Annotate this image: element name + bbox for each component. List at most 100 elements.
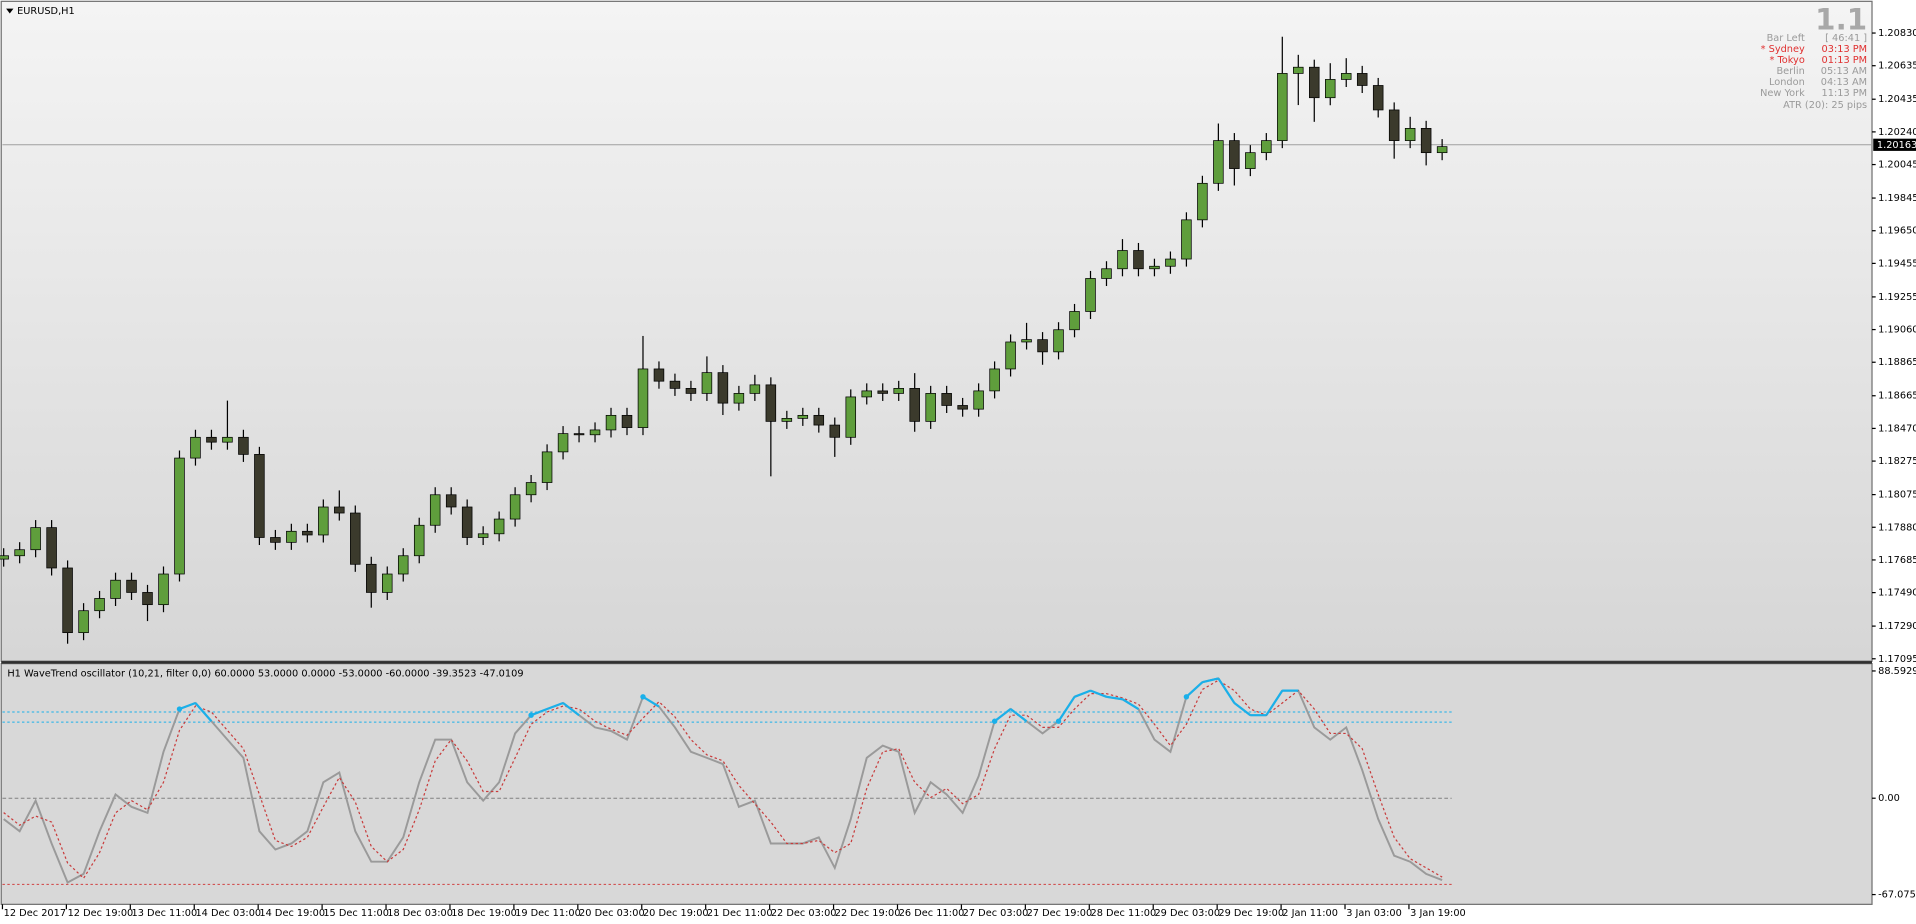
y-tick-label: 1.18865 [1878, 357, 1916, 368]
oscillator-highlight [562, 702, 580, 717]
oscillator-signal-dot [991, 718, 998, 724]
candle-body [94, 598, 105, 612]
candle-body [493, 518, 505, 535]
oscillator-signal-dot [640, 694, 646, 700]
candle-body [477, 533, 489, 538]
candle-body [669, 380, 681, 389]
x-tick-label: 26 Dec 11:00 [899, 908, 965, 919]
y-tick-label: 1.20635 [1878, 61, 1916, 72]
x-tick-label: 29 Dec 19:00 [1218, 908, 1284, 919]
y-tick-label: 1.19845 [1878, 193, 1916, 204]
x-tick-label: 29 Dec 03:00 [1154, 908, 1220, 919]
x-tick-label: 3 Jan 19:00 [1410, 908, 1466, 919]
candle-body [1340, 73, 1352, 80]
y-tick-label: 1.18275 [1878, 456, 1916, 467]
candle-body [78, 610, 89, 634]
y-tick-label: 1.17290 [1878, 621, 1916, 632]
oscillator-highlight [993, 708, 1012, 723]
y-tick-label: 1.17880 [1878, 522, 1916, 533]
x-tick-label: 20 Dec 03:00 [579, 908, 645, 919]
candle-body [318, 506, 329, 536]
candle-body [685, 388, 697, 394]
candle-body [1037, 339, 1048, 353]
y-tick-label: 1.18470 [1878, 423, 1916, 434]
oscillator-signal-dot [176, 706, 183, 712]
candle-body [1356, 73, 1368, 86]
oscillator-signal-dot [1183, 694, 1190, 700]
candle-body [925, 393, 936, 422]
candle-body [429, 494, 441, 526]
x-tick-label: 19 Dec 11:00 [515, 908, 581, 919]
candle-body [941, 393, 952, 406]
candle-body [1229, 140, 1240, 169]
candle-body [0, 555, 9, 560]
candle-body [1404, 128, 1416, 141]
oscillator-highlight [1265, 690, 1284, 716]
y-tick-label: 1.20240 [1878, 127, 1916, 138]
current-price-label: 1.20163 [1877, 140, 1916, 151]
candle-body [1085, 278, 1096, 312]
candle-body [30, 527, 41, 551]
candle-body [1324, 79, 1336, 99]
oscillator-signal-dot [1055, 718, 1062, 724]
x-tick-label: 18 Dec 19:00 [451, 908, 517, 919]
candle-body [110, 579, 121, 599]
candle-body [142, 592, 153, 606]
x-tick-label: 27 Dec 03:00 [963, 908, 1029, 919]
x-tick-label: 22 Dec 19:00 [835, 908, 901, 919]
x-tick-label: 3 Jan 03:00 [1346, 908, 1402, 919]
candle-body [222, 436, 233, 443]
x-tick-label: 15 Dec 11:00 [323, 908, 389, 919]
oscillator-highlight [1217, 677, 1236, 704]
oscillator-highlight [1185, 681, 1204, 698]
y-tick-label: -67.0759 [1878, 890, 1916, 901]
candle-body [1165, 258, 1176, 267]
info-label: New York [1760, 88, 1805, 99]
y-tick-label: 88.5929 [1878, 666, 1916, 677]
x-tick-label: 27 Dec 19:00 [1027, 908, 1093, 919]
oscillator-highlight [1202, 677, 1219, 684]
x-tick-label: 20 Dec 19:00 [643, 908, 709, 919]
candle-body [1213, 140, 1224, 184]
candle-body [973, 390, 984, 410]
candle-body [813, 414, 825, 426]
candle-body [877, 390, 888, 394]
candle-body [1372, 85, 1384, 111]
info-value: 03:13 PM [1822, 44, 1868, 55]
candle-body [46, 527, 57, 569]
x-tick-label: 12 Dec 19:00 [68, 908, 134, 919]
info-label: Berlin [1776, 66, 1804, 77]
candle-body [1309, 66, 1320, 99]
candle-body [909, 388, 920, 422]
y-tick-label: 0.00 [1878, 793, 1900, 804]
info-value: 05:13 AM [1821, 66, 1867, 77]
candle-body [637, 368, 649, 428]
candle-body [989, 368, 1000, 392]
info-value: 04:13 AM [1821, 77, 1867, 88]
candle-body [1277, 73, 1288, 141]
y-tick-label: 1.20830 [1878, 28, 1916, 39]
y-tick-label: 1.18665 [1878, 391, 1916, 402]
candle-body [350, 512, 361, 565]
candle-body [366, 563, 377, 593]
candle-body [254, 454, 265, 538]
candle-body [1420, 128, 1432, 154]
candle-body [382, 573, 393, 593]
candle-body [781, 418, 793, 422]
candle-body [861, 390, 872, 398]
candle-body [957, 405, 968, 410]
menu-arrow[interactable] [6, 8, 14, 14]
candle-body [286, 530, 297, 543]
candle-body [1133, 250, 1144, 270]
candle-body [461, 506, 473, 538]
x-tick-label: 12 Dec 2017 [4, 908, 66, 919]
oscillator-signal-dot [528, 712, 534, 718]
y-tick-label: 1.18075 [1878, 490, 1916, 501]
candle-body [1181, 219, 1192, 260]
oscillator-highlight [530, 707, 548, 717]
candle-body [829, 424, 841, 438]
oscillator-highlight [1233, 702, 1252, 717]
candle-body [589, 429, 601, 436]
candle-body [1101, 268, 1112, 279]
candle-body [749, 384, 761, 394]
